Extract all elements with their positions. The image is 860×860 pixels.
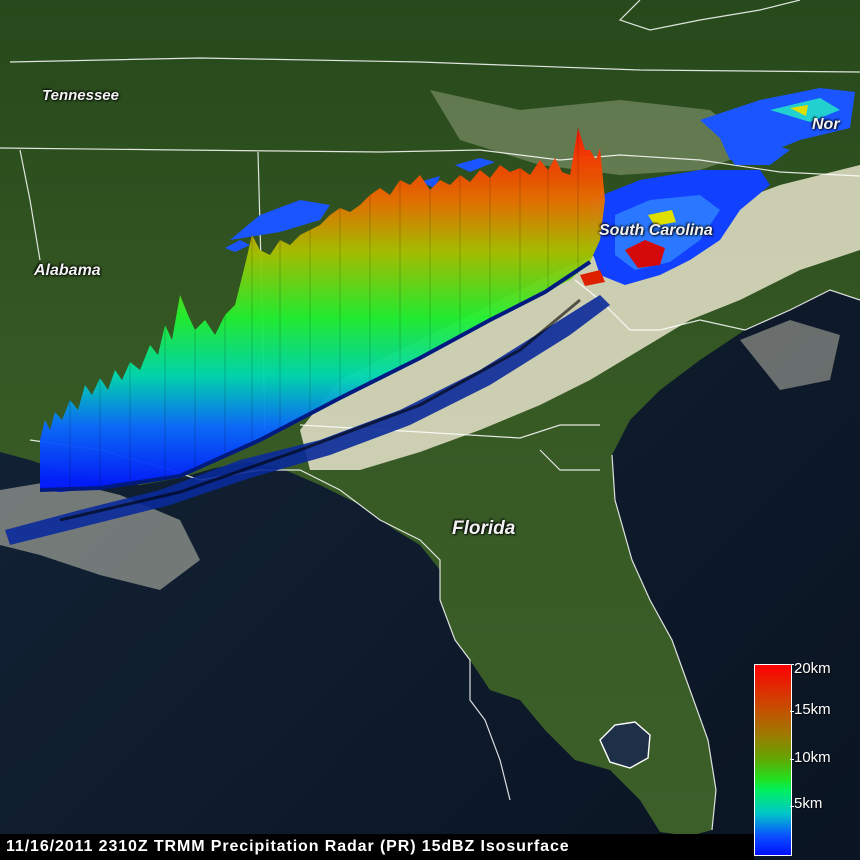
legend-tick-5km: 5km — [794, 795, 823, 812]
legend-tick-mark — [790, 806, 794, 807]
image-caption: 11/16/2011 2310Z TRMM Precipitation Rada… — [0, 834, 754, 860]
state-borders — [0, 0, 860, 831]
height-legend: 20km 15km 10km 5km — [754, 660, 854, 856]
legend-tick-mark — [790, 759, 794, 760]
legend-tick-15km: 15km — [794, 701, 831, 718]
lake-okeechobee — [599, 721, 651, 769]
legend-tick-mark — [790, 711, 794, 712]
height-color-scale — [754, 664, 792, 856]
legend-tick-10km: 10km — [794, 749, 831, 766]
state-label-florida: Florida — [452, 518, 516, 539]
state-label-north-carolina: Nor — [812, 116, 840, 133]
legend-tick-20km: 20km — [794, 660, 831, 677]
state-label-tennessee: Tennessee — [42, 87, 119, 104]
state-label-alabama: Alabama — [34, 262, 101, 279]
rain-footprint — [5, 200, 610, 545]
carolina-rain — [420, 88, 855, 286]
legend-tick-mark — [790, 664, 794, 665]
state-label-south-carolina: South Carolina — [599, 222, 713, 239]
storm-isosurface-wall — [39, 128, 605, 492]
